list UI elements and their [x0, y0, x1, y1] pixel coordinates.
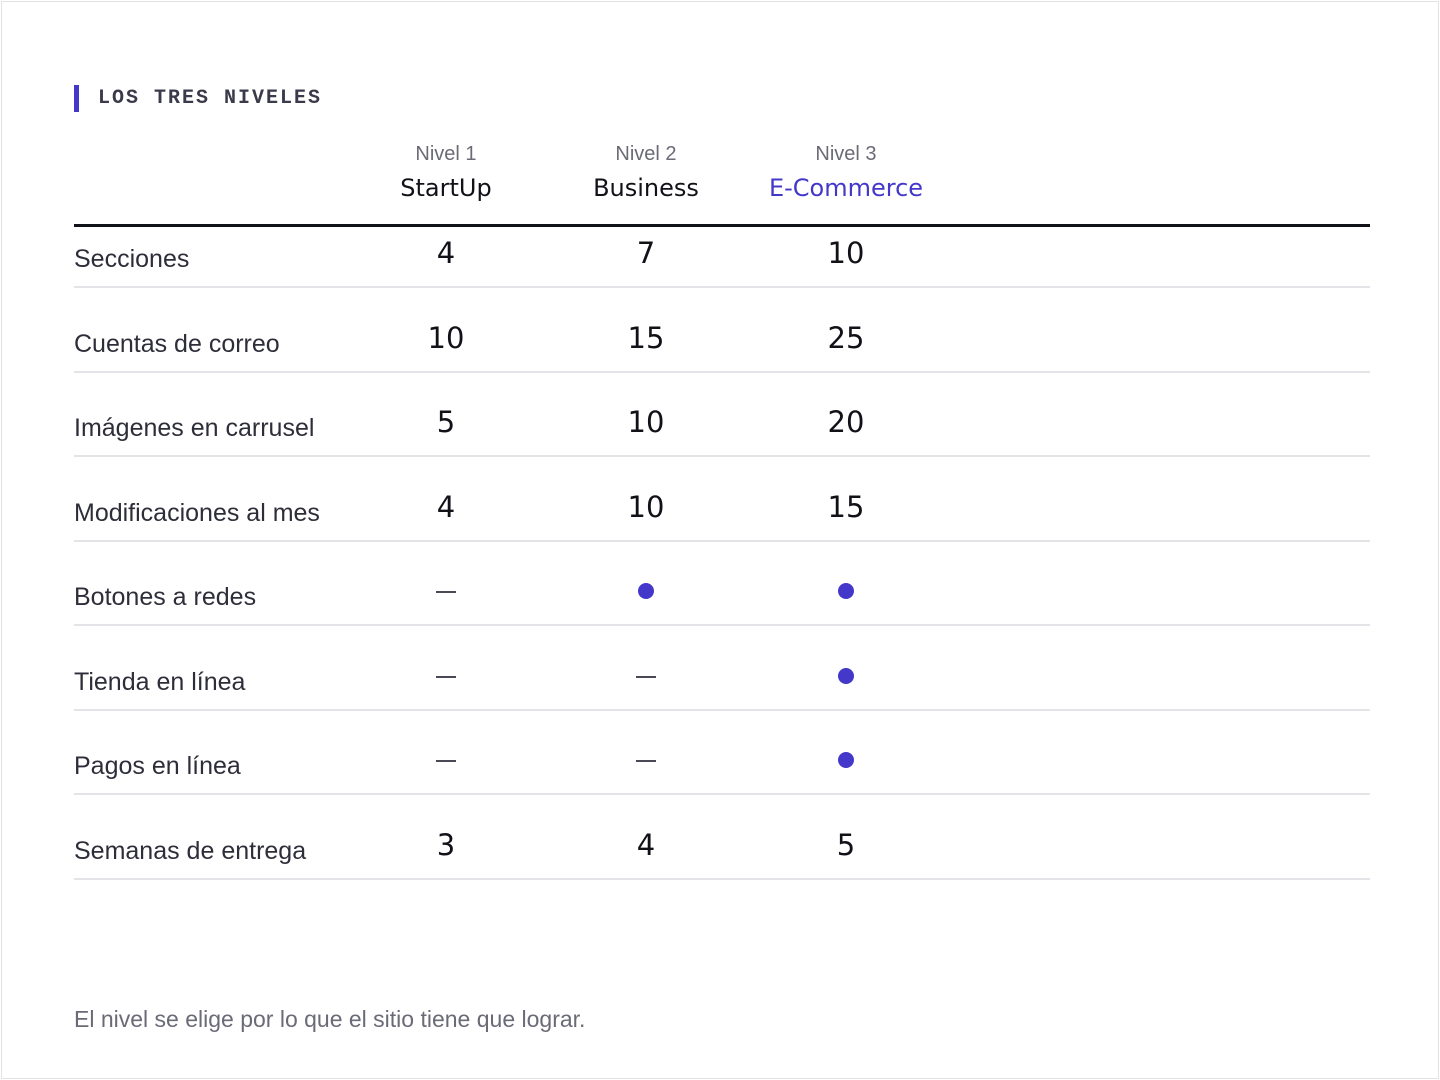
row-label: Pagos en línea: [74, 752, 241, 780]
dash-icon: [636, 760, 656, 762]
table-row: Imágenes en carrusel 5 10 20: [74, 373, 1370, 457]
value-cell: 4: [436, 490, 456, 524]
table-row: Cuentas de correo 10 15 25: [74, 289, 1370, 373]
section-heading: LOS TRES NIVELES: [74, 85, 322, 112]
value-cell: 10: [827, 236, 865, 270]
table-row: Tienda en línea: [74, 627, 1370, 711]
column-header-3: Nivel 3 E-Commerce: [746, 140, 946, 208]
value-cell: 15: [627, 321, 665, 355]
row-label: Imágenes en carrusel: [74, 414, 315, 442]
table-row: Semanas de entrega 3 4 5: [74, 796, 1370, 880]
value-cell: 4: [636, 828, 656, 862]
not-included-cell: [346, 657, 546, 695]
value-cell: 10: [427, 321, 465, 355]
value-cell: 10: [627, 405, 665, 439]
row-label: Semanas de entrega: [74, 837, 307, 865]
column-plan-name: StartUp: [400, 174, 492, 202]
not-included-cell: [546, 741, 746, 779]
value-cell: 4: [436, 236, 456, 270]
dot-icon: [638, 583, 654, 599]
column-level-label: Nivel 1: [415, 143, 477, 165]
value-cell: 5: [836, 828, 856, 862]
footnote: El nivel se elige por lo que el sitio ti…: [74, 1006, 586, 1032]
column-header-2: Nivel 2 Business: [546, 140, 746, 208]
column-plan-name: Business: [593, 174, 699, 202]
value-cell: 5: [436, 405, 456, 439]
dot-icon: [838, 583, 854, 599]
row-label: Secciones: [74, 245, 190, 273]
included-cell: [746, 572, 946, 610]
value-cell: 15: [827, 490, 865, 524]
value-cell: 3: [436, 828, 456, 862]
column-plan-name: E-Commerce: [768, 174, 924, 202]
table-row: Modificaciones al mes 4 10 15: [74, 458, 1370, 542]
value-cell: 20: [827, 405, 865, 439]
dash-icon: [436, 676, 456, 678]
dash-icon: [436, 760, 456, 762]
table-row: Botones a redes: [74, 542, 1370, 626]
row-label: Botones a redes: [74, 583, 257, 611]
table-row: Secciones 4 7 10: [74, 204, 1370, 288]
dash-icon: [436, 591, 456, 593]
row-label: Tienda en línea: [74, 668, 246, 696]
not-included-cell: [346, 741, 546, 779]
dot-icon: [838, 752, 854, 768]
dash-icon: [636, 676, 656, 678]
not-included-cell: [346, 572, 546, 610]
included-cell: [746, 657, 946, 695]
included-cell: [546, 572, 746, 610]
section-title: LOS TRES NIVELES: [98, 87, 323, 110]
row-label: Cuentas de correo: [74, 330, 280, 358]
row-label: Modificaciones al mes: [74, 499, 320, 527]
dot-icon: [838, 668, 854, 684]
included-cell: [746, 741, 946, 779]
value-cell: 25: [827, 321, 865, 355]
header-divider: [74, 224, 1370, 227]
column-level-label: Nivel 2: [615, 143, 677, 165]
column-level-label: Nivel 3: [815, 143, 877, 165]
not-included-cell: [546, 657, 746, 695]
table-row: Pagos en línea: [74, 711, 1370, 795]
value-cell: 10: [627, 490, 665, 524]
accent-bar: [74, 85, 79, 112]
column-header-1: Nivel 1 StartUp: [346, 140, 546, 208]
value-cell: 7: [636, 236, 656, 270]
